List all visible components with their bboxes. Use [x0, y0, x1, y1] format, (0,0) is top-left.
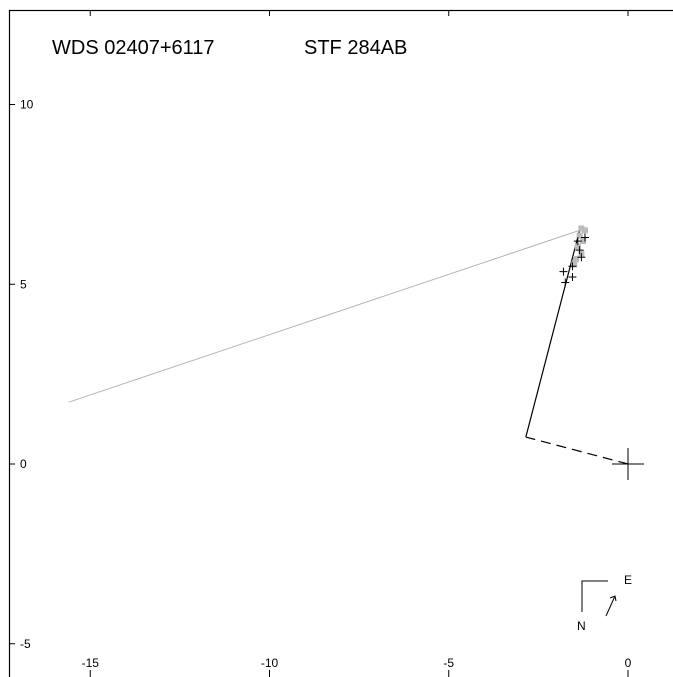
y-tick-label: 10	[20, 98, 34, 112]
plus-observation-4	[568, 262, 577, 271]
gray-observation-2	[576, 232, 583, 239]
y-tick-label: 0	[20, 457, 27, 471]
chart-marks	[68, 225, 644, 480]
compass-arrowhead	[609, 595, 617, 602]
plus-observation-6	[568, 273, 577, 282]
axis-tick-labels: -15 -10 -5 0 10 5 0 -5	[20, 98, 632, 671]
gray-observation-7	[571, 261, 578, 268]
chart-title-right: STF 284AB	[304, 37, 407, 59]
orbit-arc	[525, 230, 581, 438]
plus-observation-7	[561, 278, 570, 287]
plus-observation-1	[573, 237, 582, 246]
periastron-line	[525, 436, 629, 465]
compass-arrow	[605, 595, 616, 617]
x-tick-label: -15	[82, 656, 100, 670]
y-tick-label: -5	[20, 637, 31, 651]
gray-observation-4	[574, 243, 581, 250]
plot-frame	[8, 9, 673, 677]
fit-line	[68, 228, 586, 403]
primary-star-marker	[612, 448, 644, 480]
x-tick-label: -10	[261, 656, 279, 670]
compass-north-label: N	[577, 619, 586, 633]
axis-ticks	[9, 10, 629, 677]
plus-observation-2	[575, 246, 584, 255]
compass: E N	[577, 573, 632, 633]
gray-observation-0	[578, 225, 585, 232]
chart-title-left: WDS 02407+6117	[52, 37, 215, 59]
plus-observation-3	[577, 253, 586, 262]
plus-observation-0	[580, 233, 589, 242]
gray-observation-6	[573, 256, 580, 263]
x-tick-label: -5	[443, 656, 454, 670]
plus-observation-5	[559, 267, 568, 276]
compass-east-label: E	[624, 573, 632, 587]
x-tick-label: 0	[625, 656, 632, 670]
gray-observation-1	[581, 227, 588, 234]
compass-frame	[581, 580, 608, 612]
y-tick-label: 5	[20, 277, 27, 291]
gray-observation-3	[580, 238, 587, 245]
